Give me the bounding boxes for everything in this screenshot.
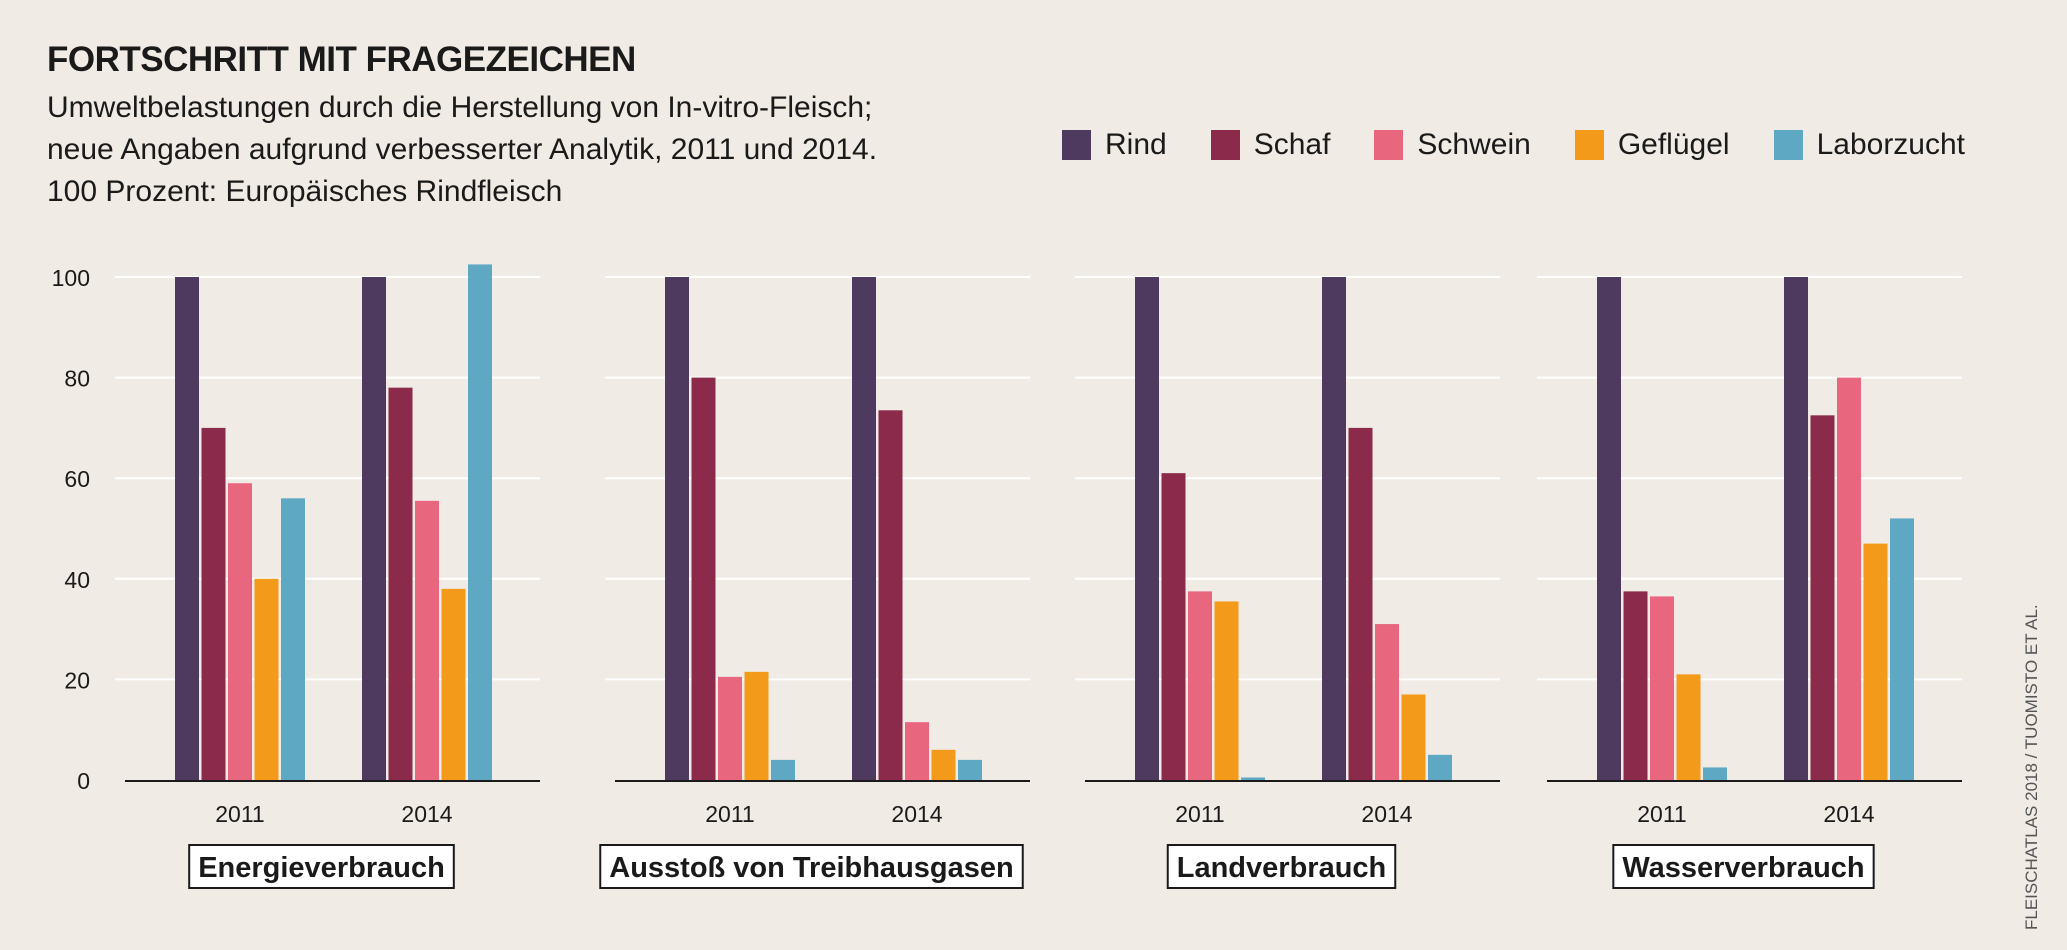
- y-tick-label: 60: [64, 466, 90, 492]
- bar: [388, 387, 413, 780]
- bar: [468, 264, 492, 780]
- bar: [718, 676, 742, 780]
- bar: [691, 377, 716, 780]
- panel-title-box: [1166, 844, 1397, 889]
- x-tick-label: 2014: [1823, 801, 1874, 827]
- bar: [415, 500, 439, 780]
- y-tick-label: 80: [64, 366, 90, 392]
- legend: Rind Schaf Schwein Geflügel Laborzucht: [1062, 128, 2009, 162]
- chart-title: FORTSCHRITT MIT FRAGEZEICHEN: [47, 40, 636, 79]
- subtitle-line: Umweltbelastungen durch die Herstellung …: [47, 91, 873, 124]
- y-tick-label: 40: [64, 567, 90, 593]
- bar: [878, 410, 903, 780]
- bar: [441, 588, 466, 780]
- bar: [1135, 277, 1159, 780]
- bar: [852, 277, 876, 780]
- x-tick-label: 2011: [1175, 801, 1224, 827]
- subtitle-line: 100 Prozent: Europäisches Rindfleisch: [47, 175, 563, 208]
- bar: [1188, 591, 1212, 780]
- legend-item-gefluegel: Geflügel: [1574, 128, 1730, 162]
- x-tick-label: 2011: [215, 801, 264, 827]
- bar: [1375, 624, 1399, 780]
- bar: [931, 749, 956, 780]
- chart-subtitle: Umweltbelastungen durch die Herstellung …: [47, 87, 947, 213]
- panel-title: Ausstoß von Treibhausgasen: [609, 852, 1013, 884]
- bar: [1863, 543, 1888, 780]
- bar: [201, 427, 226, 780]
- bar: [905, 722, 929, 780]
- subtitle-line: neue Angaben aufgrund verbesserter Analy…: [47, 133, 878, 166]
- legend-label: Laborzucht: [1816, 128, 1966, 161]
- bar: [1784, 277, 1808, 780]
- bar: [1623, 591, 1648, 780]
- panel-title: Landverbrauch: [1177, 852, 1387, 884]
- legend-item-schaf: Schaf: [1210, 128, 1331, 162]
- panel-title-box: [1612, 844, 1875, 889]
- x-tick-label: 2014: [891, 801, 942, 827]
- legend-item-rind: Rind: [1062, 128, 1167, 162]
- x-tick-label: 2011: [705, 801, 754, 827]
- bar: [771, 759, 795, 780]
- y-tick-label: 20: [64, 667, 90, 693]
- bar: [1703, 767, 1727, 780]
- legend-swatch: [1062, 130, 1091, 160]
- panel-title: Wasserverbrauch: [1622, 852, 1864, 884]
- legend-item-schwein: Schwein: [1374, 128, 1531, 162]
- bar: [1322, 277, 1346, 780]
- legend-swatch: [1574, 130, 1604, 160]
- legend-swatch: [1773, 130, 1803, 160]
- bar: [1428, 754, 1452, 780]
- bar: [1241, 777, 1265, 780]
- bar: [1676, 674, 1701, 780]
- legend-swatch: [1374, 130, 1404, 160]
- legend-label: Schwein: [1417, 128, 1531, 161]
- legend-label: Schaf: [1253, 128, 1331, 161]
- x-tick-label: 2014: [1361, 801, 1412, 827]
- bar: [1401, 694, 1426, 780]
- y-tick-label: 0: [77, 768, 90, 794]
- legend-label: Geflügel: [1617, 128, 1730, 161]
- bar: [665, 277, 689, 780]
- legend-label: Rind: [1105, 128, 1167, 161]
- bar: [175, 277, 199, 780]
- x-tick-label: 2011: [1637, 801, 1686, 827]
- y-tick-label: 100: [52, 265, 90, 291]
- legend-swatch: [1210, 130, 1240, 160]
- legend-item-laborzucht: Laborzucht: [1773, 128, 1966, 162]
- bar: [1161, 473, 1186, 780]
- bar: [1890, 518, 1914, 780]
- bar: [1837, 377, 1861, 780]
- x-tick-label: 2014: [401, 801, 452, 827]
- bar: [281, 498, 305, 780]
- bar: [254, 578, 279, 780]
- panel-title: Energieverbrauch: [198, 852, 445, 884]
- bar: [362, 277, 386, 780]
- bar: [1810, 415, 1835, 780]
- bar: [744, 671, 769, 780]
- source-credit: FLEISCHATLAS 2018 / TUOMISTO ET AL.: [2022, 604, 2041, 930]
- bar: [1597, 277, 1621, 780]
- bar: [1650, 596, 1674, 780]
- panel-title-box: [188, 844, 455, 889]
- bar: [1214, 601, 1239, 780]
- panel-title-box: [599, 844, 1024, 889]
- bar: [958, 759, 982, 780]
- bar: [228, 483, 252, 780]
- bar: [1348, 427, 1373, 780]
